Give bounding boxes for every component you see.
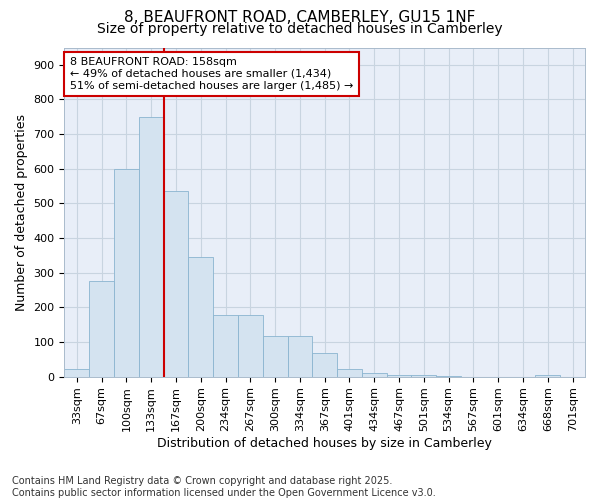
Bar [263, 336, 287, 376]
Text: Size of property relative to detached houses in Camberley: Size of property relative to detached ho… [97, 22, 503, 36]
Bar [535, 375, 560, 376]
Bar [164, 192, 188, 376]
Bar [313, 353, 337, 376]
Bar [139, 117, 164, 376]
Bar [362, 374, 386, 376]
Bar [287, 336, 313, 376]
Bar [89, 282, 114, 376]
Y-axis label: Number of detached properties: Number of detached properties [15, 114, 28, 310]
Bar [64, 369, 89, 376]
Bar [188, 257, 213, 376]
X-axis label: Distribution of detached houses by size in Camberley: Distribution of detached houses by size … [157, 437, 492, 450]
Text: Contains HM Land Registry data © Crown copyright and database right 2025.
Contai: Contains HM Land Registry data © Crown c… [12, 476, 436, 498]
Text: 8, BEAUFRONT ROAD, CAMBERLEY, GU15 1NF: 8, BEAUFRONT ROAD, CAMBERLEY, GU15 1NF [124, 10, 476, 25]
Bar [386, 375, 412, 376]
Text: 8 BEAUFRONT ROAD: 158sqm
← 49% of detached houses are smaller (1,434)
51% of sem: 8 BEAUFRONT ROAD: 158sqm ← 49% of detach… [70, 58, 353, 90]
Bar [114, 169, 139, 376]
Bar [412, 375, 436, 376]
Bar [213, 315, 238, 376]
Bar [238, 315, 263, 376]
Bar [337, 369, 362, 376]
